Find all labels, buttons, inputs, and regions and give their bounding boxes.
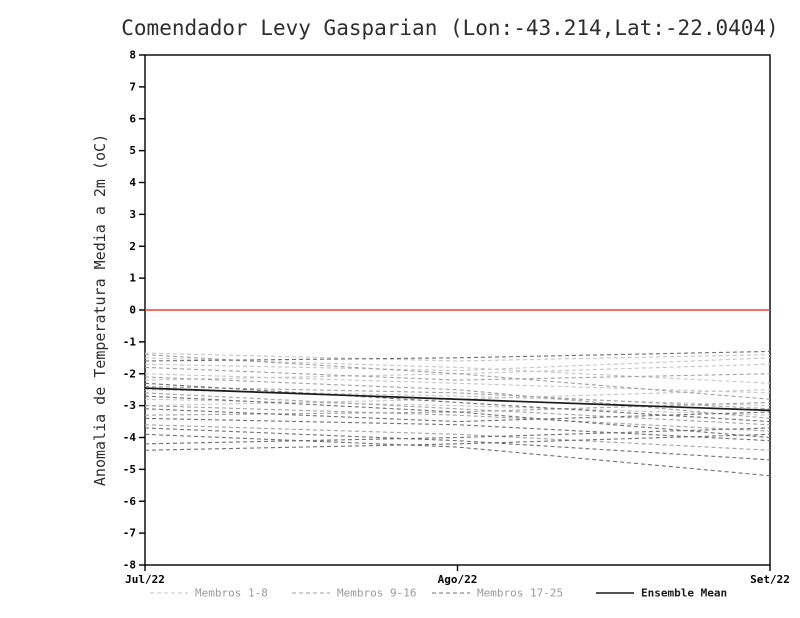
ensemble-member-line: [144, 373, 771, 394]
ensemble-member-line: [144, 357, 771, 384]
ensemble-member-line: [144, 408, 771, 423]
y-axis-tick-label: 0: [129, 304, 136, 317]
y-axis-tick-label: -4: [123, 431, 137, 444]
x-axis-tick-label: Ago/22: [438, 573, 478, 586]
ensemble-member-line: [144, 389, 771, 407]
ensemble-member-line: [144, 427, 771, 445]
legend-label: Membros 17-25: [477, 587, 563, 600]
ensemble-member-line: [144, 433, 771, 451]
legend-label-mean: Ensemble Mean: [641, 587, 727, 600]
ensemble-member-line: [144, 350, 771, 362]
ensemble-member-line: [144, 433, 771, 477]
ensemble-member-line: [144, 417, 771, 442]
ensemble-member-line: [144, 395, 771, 439]
ensemble-member-line: [144, 389, 771, 407]
ensemble-member-line: [144, 366, 771, 381]
ensemble-member-line: [144, 392, 771, 426]
ensemble-member-line: [144, 382, 771, 423]
y-axis-tick-label: 1: [129, 272, 136, 285]
y-axis-tick-label: -1: [123, 335, 137, 348]
y-axis-tick-label: -8: [123, 559, 136, 572]
ensemble-member-line: [144, 376, 771, 419]
ensemble-member-line: [144, 363, 771, 381]
y-axis-tick-label: 7: [129, 80, 136, 93]
ensemble-member-line: [144, 385, 771, 410]
ensemble-member-line: [144, 424, 771, 451]
y-axis-tick-label: 3: [129, 208, 136, 221]
ensemble-member-line: [144, 357, 771, 372]
ensemble-member-line: [144, 427, 771, 461]
chart-title: Comendador Levy Gasparian (Lon:-43.214,L…: [121, 16, 779, 40]
x-axis-tick-label: Jul/22: [125, 573, 165, 586]
ensemble-member-line: [144, 405, 771, 432]
legend-label: Membros 1-8: [195, 587, 268, 600]
ensemble-member-line: [144, 398, 771, 416]
y-axis-tick-label: 8: [129, 49, 136, 62]
y-axis-tick-label: 2: [129, 240, 136, 253]
y-axis-tick-label: -7: [123, 527, 136, 540]
y-axis-tick-label: 4: [129, 176, 136, 189]
y-axis-title: Anomalia de Temperatura Media a 2m (oC): [91, 134, 109, 486]
legend-label: Membros 9-16: [337, 587, 416, 600]
y-axis-tick-label: 6: [129, 112, 136, 125]
ensemble-member-line: [144, 401, 771, 416]
x-axis-tick-label: Set/22: [750, 573, 790, 586]
y-axis-tick-label: -2: [123, 367, 136, 380]
y-axis-tick-label: -3: [123, 399, 136, 412]
y-axis-tick-label: 5: [129, 144, 136, 157]
ensemble-mean-line: [144, 387, 771, 412]
ensemble-member-line: [144, 352, 771, 362]
y-axis-tick-label: -6: [123, 495, 137, 508]
y-axis-tick-label: -5: [123, 463, 136, 476]
